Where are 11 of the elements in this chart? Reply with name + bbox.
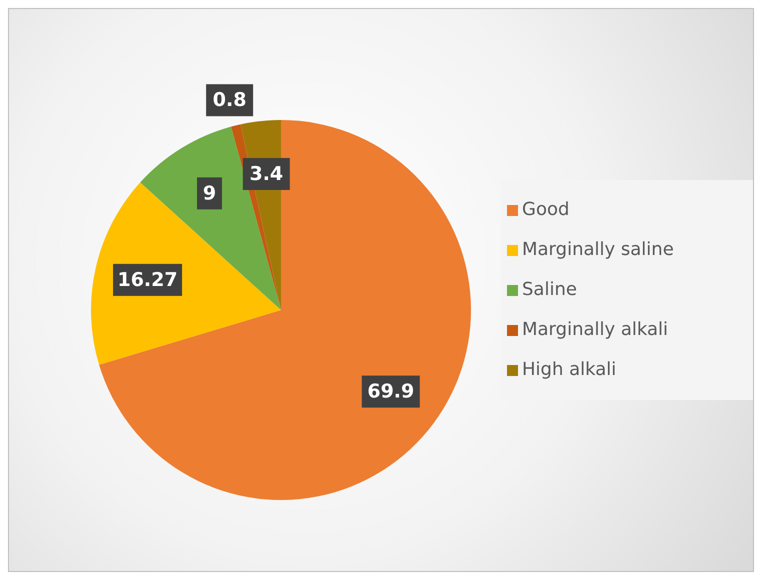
pie-slice bbox=[99, 120, 471, 500]
legend-label: Good bbox=[522, 199, 570, 220]
legend-label: Marginally saline bbox=[522, 239, 674, 260]
data-label: 9 bbox=[202, 182, 216, 204]
legend-label: High alkali bbox=[522, 359, 616, 380]
data-label: 0.8 bbox=[212, 89, 246, 112]
data-label: 16.27 bbox=[117, 268, 178, 291]
data-label: 69.9 bbox=[367, 380, 414, 403]
data-label: 3.4 bbox=[249, 162, 284, 185]
legend-label: Saline bbox=[522, 279, 577, 300]
legend-label: Marginally alkali bbox=[522, 319, 668, 340]
